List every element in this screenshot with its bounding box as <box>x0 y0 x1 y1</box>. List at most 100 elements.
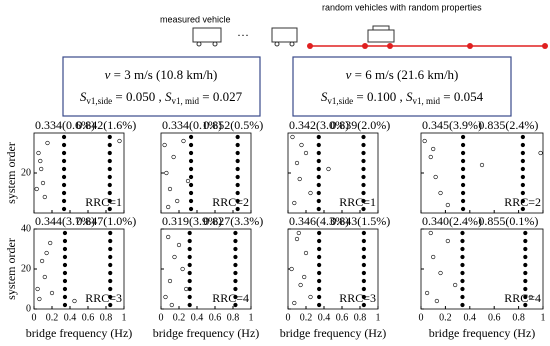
stable-point <box>188 134 194 140</box>
stable-point <box>108 238 113 244</box>
unstable-point <box>292 300 297 306</box>
stable-point <box>233 294 238 300</box>
stable-point <box>361 198 366 204</box>
annotation: 0.345(3.9%) <box>422 118 482 132</box>
condition-speed: v = 3 m/s (10.8 km/h) <box>105 67 218 82</box>
stable-point <box>460 278 465 284</box>
unstable-point <box>40 180 46 186</box>
stable-point <box>317 254 322 260</box>
stable-point <box>316 206 321 212</box>
x-tick-label: 0.8 <box>227 312 240 323</box>
stable-point <box>108 294 113 300</box>
speed-text: = 3 m/s (10.8 km/h) <box>110 67 217 82</box>
stable-point <box>107 150 112 156</box>
unstable-point <box>45 140 50 146</box>
stable-point <box>188 158 194 164</box>
subscript: v1, mid <box>171 96 199 106</box>
stable-point <box>361 254 366 260</box>
unstable-point <box>42 274 47 280</box>
value-text: = 0.100 , <box>353 89 406 104</box>
unstable-point <box>167 186 173 192</box>
stable-point <box>460 262 465 268</box>
stable-point <box>108 246 113 252</box>
unstable-point <box>438 270 443 276</box>
stable-point <box>523 254 528 260</box>
stable-point <box>361 150 366 156</box>
unstable-point <box>48 240 53 246</box>
stable-point <box>361 174 366 180</box>
stable-point <box>233 262 238 268</box>
unstable-point <box>303 150 309 156</box>
stable-point <box>188 182 194 188</box>
condition-box <box>62 56 261 117</box>
unstable-point <box>163 294 168 300</box>
unstable-point <box>171 154 176 160</box>
stable-point <box>361 206 366 212</box>
x-tick-label: 0.8 <box>512 312 525 323</box>
value-text: = 0.027 <box>199 89 243 104</box>
annotation: 0.852(0.5%) <box>203 118 263 132</box>
y-tick-label: 40 <box>21 223 31 234</box>
annotation: 0.835(2.4%) <box>478 118 538 132</box>
condition-roughness: Sv1,side = 0.100 , Sv1, mid = 0.054 <box>321 89 484 106</box>
unstable-point <box>326 166 331 172</box>
value-text: = 0.050 , <box>112 89 165 104</box>
stable-point <box>316 142 321 148</box>
x-tick-label: 0 <box>32 312 37 323</box>
unstable-point <box>299 142 304 148</box>
stable-point <box>187 246 192 252</box>
unstable-point <box>172 254 177 260</box>
stable-point <box>235 134 240 140</box>
x-tick-label: 0.6 <box>82 312 95 323</box>
stable-point <box>233 270 238 276</box>
x-tick-label: 0.8 <box>100 312 113 323</box>
annotation: 0.344(3.7%) <box>35 214 95 228</box>
annotation: 0.342(3.0%) <box>289 118 349 132</box>
x-tick-label: 0 <box>419 312 424 323</box>
annotation: RRC=1 <box>339 195 376 209</box>
stable-point <box>317 238 322 244</box>
stable-point <box>107 134 112 140</box>
stable-point <box>107 206 112 212</box>
stable-point <box>361 270 366 276</box>
stable-point <box>233 302 238 308</box>
stable-point <box>361 294 366 300</box>
annotation: 0.847(1.0%) <box>76 214 136 228</box>
stable-point <box>61 174 67 180</box>
x-tick-label: 1 <box>541 312 546 323</box>
unstable-point <box>72 298 77 304</box>
stable-point <box>233 278 238 284</box>
unstable-point <box>39 258 45 264</box>
stable-point <box>188 174 194 180</box>
unstable-point <box>166 204 171 210</box>
stable-point <box>361 230 366 236</box>
unstable-point <box>538 150 543 156</box>
unstable-point <box>479 162 485 168</box>
stable-point <box>108 286 113 292</box>
unstable-point <box>290 134 295 140</box>
stable-point <box>108 270 113 276</box>
stable-point <box>460 190 466 196</box>
stable-point <box>107 174 112 180</box>
stable-point <box>188 206 194 212</box>
stable-point <box>317 230 322 236</box>
stable-point <box>188 166 194 172</box>
stable-point <box>460 254 465 260</box>
subscript: v1, mid <box>412 96 440 106</box>
x-tick-label: 0.4 <box>318 312 331 323</box>
stable-point <box>61 198 67 204</box>
unstable-point <box>453 282 458 288</box>
annotation: 0.855(0.1%) <box>478 214 538 228</box>
x-tick-label: 1 <box>376 312 381 323</box>
stable-point <box>108 278 113 284</box>
stable-point <box>520 190 525 196</box>
stable-point <box>316 158 321 164</box>
x-tick-label: 0.4 <box>191 312 204 323</box>
stable-point <box>520 134 525 140</box>
stable-point <box>107 166 112 172</box>
stable-point <box>233 238 238 244</box>
stable-point <box>62 254 68 260</box>
stable-point <box>62 286 68 292</box>
annotation: 0.334(0.1%) <box>162 118 222 132</box>
y-tick-label: 20 <box>21 263 31 274</box>
